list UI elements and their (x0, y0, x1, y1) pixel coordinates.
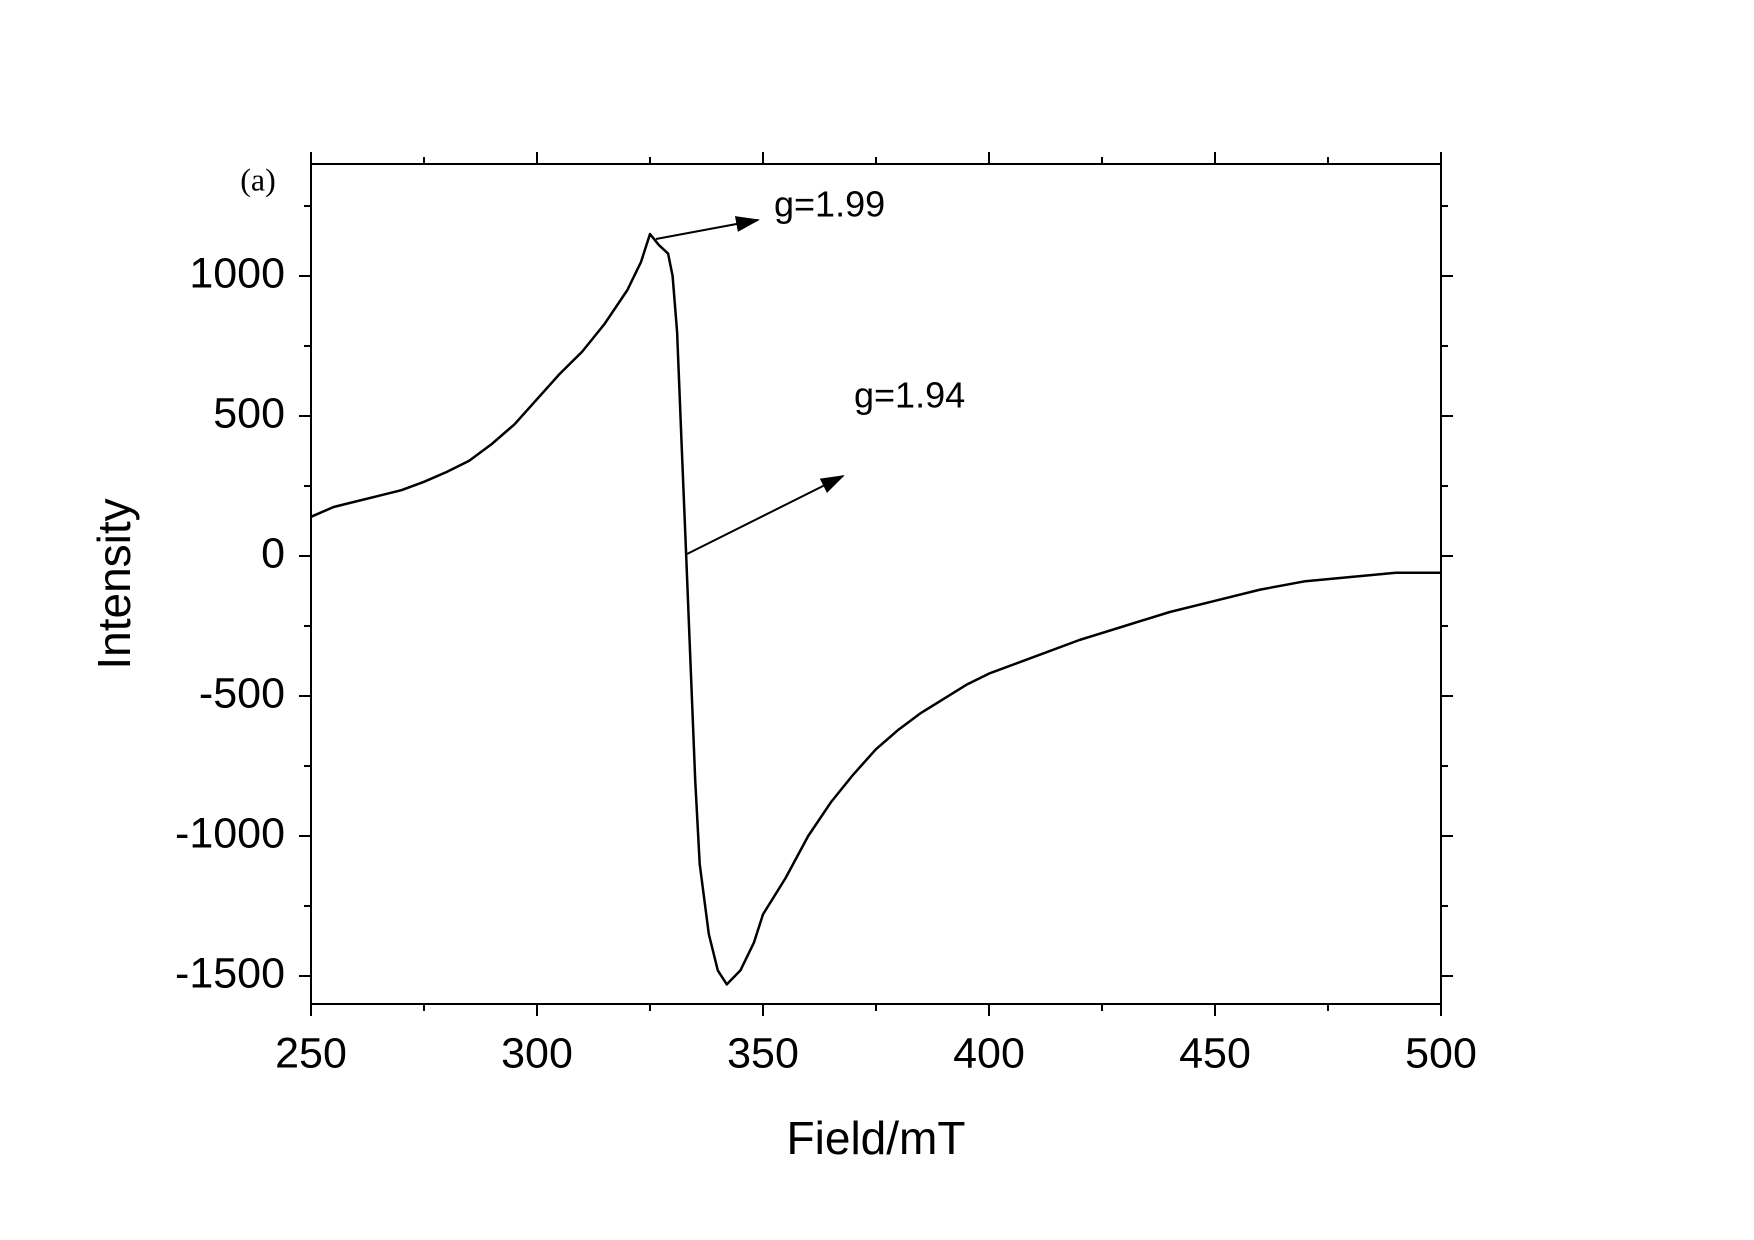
y-tick-label: -1500 (175, 949, 285, 997)
y-tick-label: 500 (213, 389, 285, 437)
x-tick-label: 250 (275, 1029, 347, 1077)
x-tick-label: 450 (1179, 1029, 1251, 1077)
x-tick-label: 400 (953, 1029, 1025, 1077)
annotation: g=1.99 (774, 184, 885, 225)
annotation-arrow (655, 216, 760, 240)
panel-label: (a) (240, 161, 276, 197)
annotation: g=1.94 (854, 375, 965, 416)
y-tick-label: 1000 (189, 249, 285, 297)
y-tick-label: 0 (261, 529, 285, 577)
x-tick-label: 500 (1405, 1029, 1477, 1077)
x-tick-label: 300 (501, 1029, 573, 1077)
y-tick-label: -500 (199, 669, 285, 717)
y-tick-label: -1000 (175, 809, 285, 857)
x-tick-label: 350 (727, 1029, 799, 1077)
plot-frame (310, 163, 1442, 1005)
x-axis-label: Field/mT (787, 1112, 966, 1164)
annotation-arrow (686, 475, 845, 555)
data-line (310, 232, 1441, 986)
y-axis-label: Intensity (88, 498, 140, 669)
